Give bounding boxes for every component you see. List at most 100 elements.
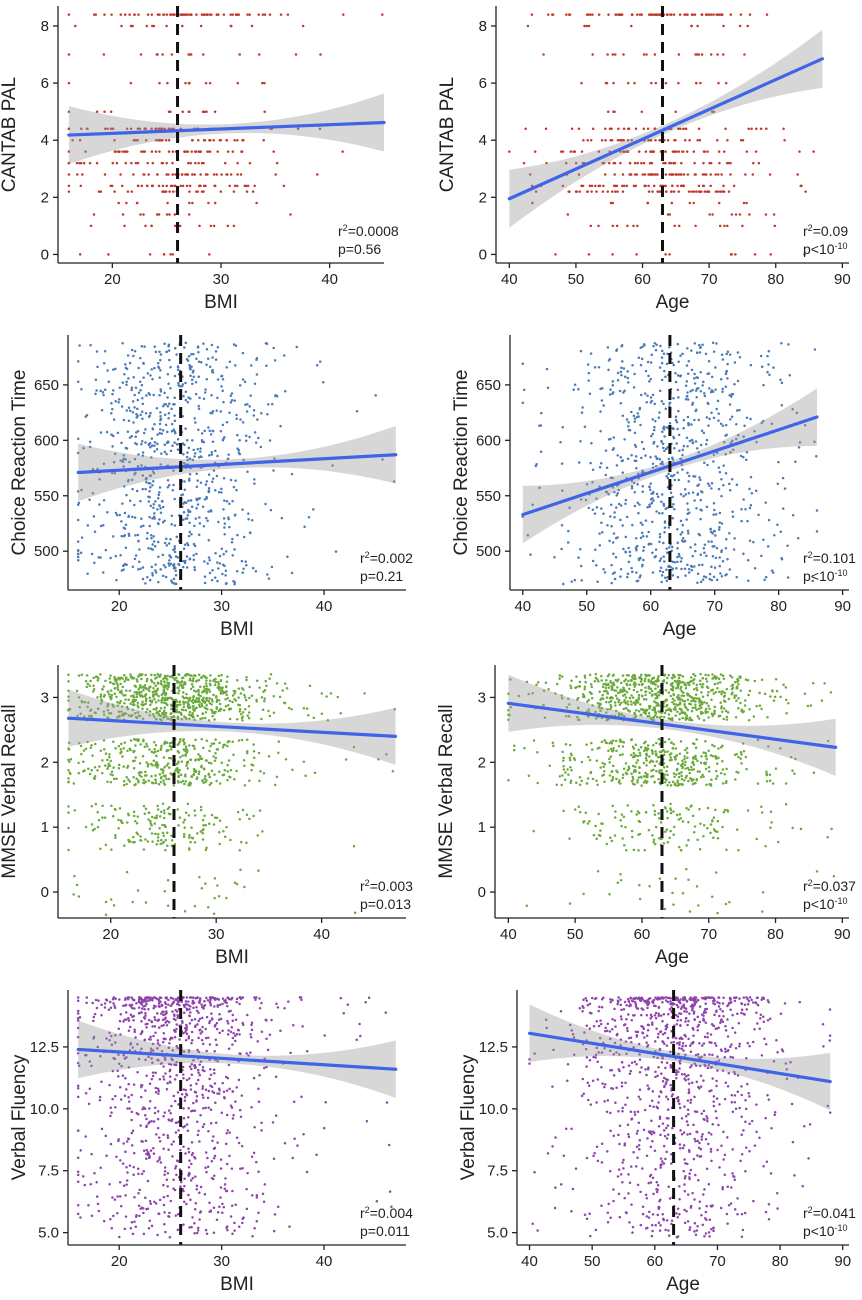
data-point: [645, 698, 648, 701]
data-point: [221, 375, 224, 378]
data-point: [258, 780, 261, 783]
data-point: [162, 429, 165, 432]
data-point: [781, 382, 784, 385]
data-point: [256, 418, 259, 421]
data-point: [682, 427, 685, 430]
data-point: [211, 700, 214, 703]
data-point: [166, 431, 169, 434]
data-point: [236, 570, 239, 573]
data-point: [660, 581, 663, 584]
data-point: [718, 162, 721, 165]
data-point: [231, 399, 234, 402]
data-point: [159, 773, 162, 776]
data-point: [765, 128, 768, 131]
data-point: [613, 185, 616, 188]
data-point: [314, 772, 317, 775]
data-point: [787, 576, 790, 579]
data-point: [721, 826, 724, 829]
data-point: [626, 225, 629, 228]
figure: 20 30 4002468BMICANTAB PALr2=0.0008p=0.564…: [0, 0, 862, 1300]
data-point: [110, 433, 113, 436]
data-point: [710, 531, 713, 534]
data-point: [663, 842, 666, 845]
data-point: [682, 150, 685, 153]
data-point: [725, 903, 728, 906]
data-point: [737, 756, 740, 759]
data-point: [612, 162, 615, 165]
data-point: [769, 253, 772, 256]
data-point: [798, 150, 801, 153]
data-point: [123, 225, 126, 228]
data-point: [131, 190, 134, 193]
data-point: [152, 507, 155, 510]
data-point: [677, 694, 680, 697]
data-point: [664, 508, 667, 511]
data-point: [713, 530, 716, 533]
data-point: [226, 779, 229, 782]
data-point: [91, 805, 94, 808]
data-point: [85, 826, 88, 829]
data-point: [250, 763, 253, 766]
data-point: [707, 482, 710, 485]
data-point: [740, 13, 743, 16]
data-point: [664, 781, 667, 784]
data-point: [688, 571, 691, 574]
data-point: [212, 680, 215, 683]
data-point: [672, 364, 675, 367]
data-point: [131, 516, 134, 519]
data-point: [640, 689, 643, 692]
data-point: [218, 843, 221, 846]
data-point: [535, 463, 538, 466]
data-point: [152, 687, 155, 690]
data-point: [229, 360, 232, 363]
data-point: [692, 442, 695, 445]
data-point: [303, 707, 306, 710]
data-point: [641, 564, 644, 567]
data-point: [760, 128, 763, 131]
data-point: [242, 378, 245, 381]
data-point: [259, 809, 262, 812]
data-point: [281, 517, 284, 520]
data-point: [157, 555, 160, 558]
data-point: [669, 753, 672, 756]
data-point: [184, 382, 187, 385]
data-point: [652, 804, 655, 807]
data-point: [695, 408, 698, 411]
data-point: [150, 679, 153, 682]
data-point: [120, 13, 123, 16]
data-point: [595, 837, 598, 840]
data-point: [703, 551, 706, 554]
data-point: [132, 776, 135, 779]
data-point: [144, 488, 147, 491]
data-point: [713, 545, 716, 548]
data-point: [701, 343, 704, 346]
data-point: [666, 363, 669, 366]
data-point: [600, 521, 603, 524]
data-point: [213, 225, 216, 228]
data-point: [193, 809, 196, 812]
data-point: [272, 150, 275, 153]
data-point: [685, 844, 688, 847]
data-point: [122, 213, 125, 216]
data-point: [617, 492, 620, 495]
data-point: [726, 139, 729, 142]
data-point: [173, 396, 176, 399]
data-point: [610, 564, 613, 567]
data-point: [661, 362, 664, 365]
data-point: [624, 826, 627, 829]
data-point: [209, 684, 212, 687]
data-point: [195, 357, 198, 360]
data-point: [678, 434, 681, 437]
data-point: [94, 393, 97, 396]
data-point: [636, 779, 639, 782]
data-point: [601, 774, 604, 777]
data-point: [142, 376, 145, 379]
data-point: [603, 770, 606, 773]
data-point: [177, 438, 180, 441]
data-point: [671, 362, 674, 365]
data-point: [696, 689, 699, 692]
data-point: [686, 752, 689, 755]
data-point: [205, 685, 208, 688]
data-point: [316, 173, 319, 176]
data-point: [750, 128, 753, 131]
